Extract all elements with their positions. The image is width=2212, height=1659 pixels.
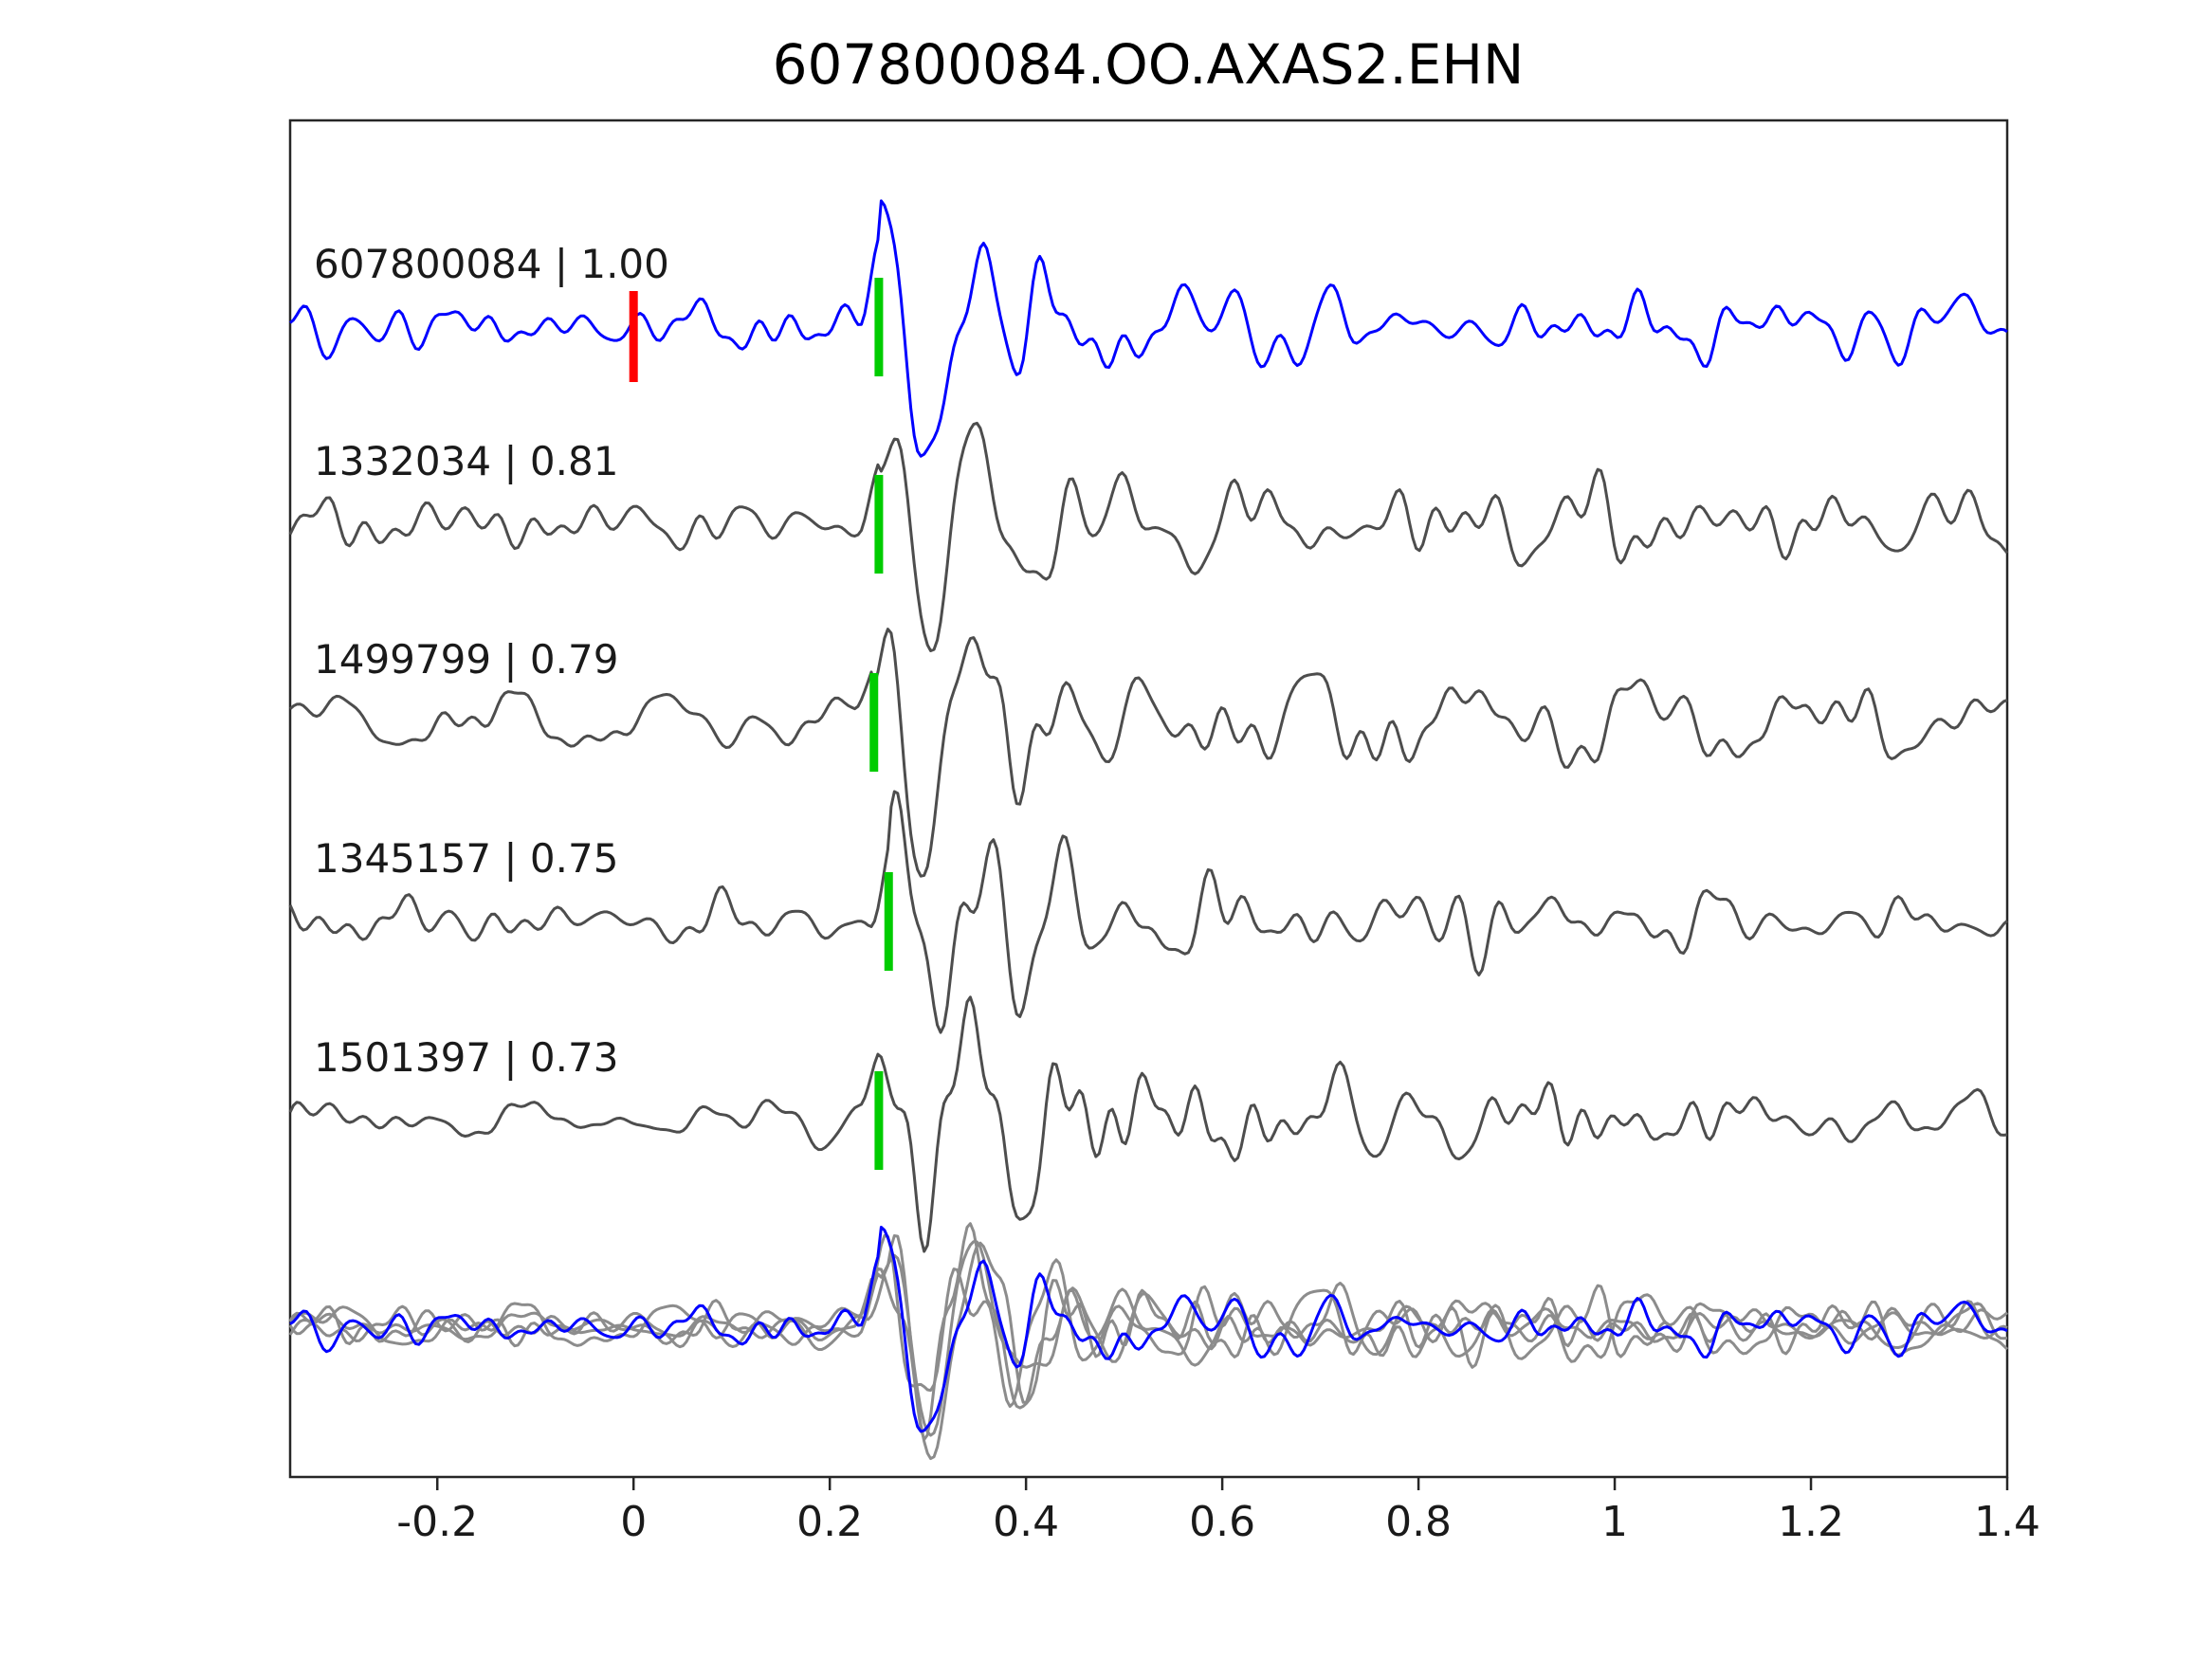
trace-label: 1345157 | 0.75 <box>314 835 618 882</box>
trace-line <box>289 628 2008 878</box>
x-tick-label: 0 <box>620 1498 647 1546</box>
trace-label: 607800084 | 1.00 <box>314 241 669 287</box>
x-tick-label: -0.2 <box>396 1498 478 1546</box>
marker-layer <box>629 278 893 1170</box>
x-tick-label: 0.6 <box>1189 1498 1255 1546</box>
trace-layer <box>288 199 2009 1461</box>
trace-label: 1499799 | 0.79 <box>314 636 618 683</box>
trace-line <box>288 421 2009 652</box>
figure-title: 607800084.OO.AXAS2.EHN <box>773 32 1525 97</box>
overlay-blue-trace <box>289 1226 2008 1433</box>
x-tick-label: 0.2 <box>796 1498 863 1546</box>
axes-box <box>288 118 2009 1479</box>
trace-line <box>289 199 2008 458</box>
axes-layer: -0.2 0 0.2 0.4 0.6 0.8 1 1.2 1.4 <box>288 118 2040 1546</box>
trace-label: 1332034 | 0.81 <box>314 438 618 484</box>
x-tick-label: 1.2 <box>1778 1498 1844 1546</box>
x-tick-label: 0.4 <box>993 1498 1059 1546</box>
trace-label: 1501397 | 0.73 <box>314 1034 618 1081</box>
overlay-gray-trace <box>289 1234 2008 1461</box>
trace-line <box>288 790 2008 1034</box>
x-tick-label: 1 <box>1601 1498 1628 1546</box>
x-tick-label: 0.8 <box>1385 1498 1452 1546</box>
x-tick-label: 1.4 <box>1974 1498 2040 1546</box>
label-layer: 607800084 | 1.00 1332034 | 0.81 1499799 | … <box>314 241 669 1081</box>
trace-line <box>288 995 2008 1253</box>
